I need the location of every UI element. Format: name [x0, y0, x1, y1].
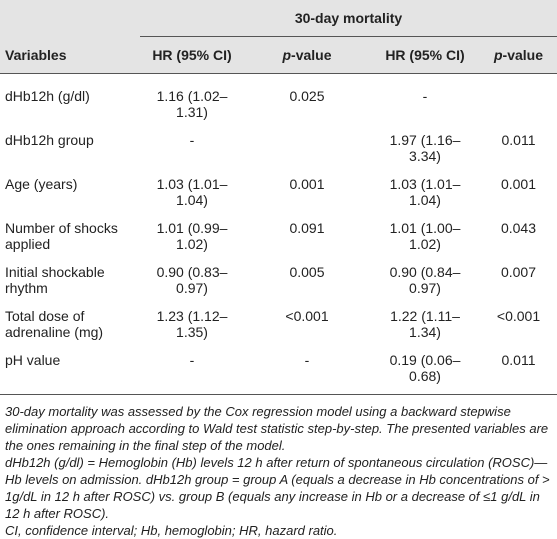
- table-header: 30-day mortality Variables HR (95% CI) p-v…: [0, 0, 557, 74]
- table-cell: <0.001: [496, 308, 541, 324]
- table-cell: 0.001: [500, 176, 537, 192]
- table-cell: 1.97 (1.16–3.34): [389, 132, 461, 164]
- table-row: Number of shocks applied 1.01 (0.99–1.02)…: [0, 214, 557, 258]
- header-gap: [0, 0, 140, 37]
- table-cell: [480, 74, 557, 127]
- table-body: dHb12h (g/dl) 1.16 (1.02–1.31) 0.025- dHb12…: [0, 74, 557, 395]
- table-cell: 0.90 (0.84–0.97): [389, 264, 461, 296]
- column-header: HR (95% CI): [370, 36, 480, 74]
- table-cell: 0.005: [289, 264, 325, 280]
- table-cell: 0.007: [500, 264, 537, 280]
- column-header: p-value: [244, 36, 370, 74]
- table-row: Total dose of adrenaline (mg) 1.23 (1.12–…: [0, 302, 557, 346]
- column-header: HR (95% CI): [140, 36, 244, 74]
- table-row: pH value - -0.19 (0.06–0.68) 0.011: [0, 346, 557, 395]
- table-row: Age (years) 1.03 (1.01–1.04) 0.001 1.03 (1.…: [0, 170, 557, 214]
- row-label: Total dose of adrenaline (mg): [5, 308, 104, 340]
- column-header-text: -value: [291, 47, 332, 63]
- table-cell: 0.011: [480, 346, 557, 395]
- row-label: pH value: [0, 346, 140, 395]
- table-cell: -: [189, 132, 195, 148]
- table-cell: 0.043: [500, 220, 537, 236]
- table-cell: 0.001: [289, 176, 325, 192]
- table-cell: 0.025: [289, 88, 325, 104]
- column-header: p-value: [480, 36, 557, 74]
- footnote: 30-day mortality was assessed by the Cox…: [5, 404, 549, 453]
- results-table: 30-day mortality Variables HR (95% CI) p-v…: [0, 0, 557, 395]
- column-header-italic: p: [493, 47, 503, 63]
- column-header-text: -value: [502, 47, 544, 63]
- table-cell: 1.03 (1.01–1.04): [389, 176, 461, 208]
- footnote: dHb12h (g/dl) = Hemoglobin (Hb) levels 1…: [5, 455, 550, 521]
- table-cell: [244, 126, 370, 170]
- group-header: 30-day mortality: [140, 0, 557, 37]
- group-header-text: 30-day mortality: [294, 10, 403, 26]
- row-label: dHb12h group: [5, 132, 94, 148]
- table-cell: 0.091: [289, 220, 325, 236]
- table-cell: 1.03 (1.01–1.04): [156, 176, 228, 208]
- column-header: Variables: [0, 36, 140, 74]
- table-row: Initial shockable rhythm 0.90 (0.83–0.97)…: [0, 258, 557, 302]
- table-cell: 0.19 (0.06–0.68): [370, 346, 480, 395]
- row-label: Age (years): [5, 176, 78, 192]
- row-label: dHb12h (g/dl): [5, 88, 90, 104]
- header-row: 30-day mortality: [0, 0, 557, 37]
- table-cell: 1.01 (0.99–1.02): [156, 220, 228, 252]
- row-label: Number of shocks applied: [5, 220, 118, 252]
- footnote: CI, confidence interval; Hb, hemoglobin;…: [5, 523, 338, 538]
- table-row: dHb12h (g/dl) 1.16 (1.02–1.31) 0.025 -: [0, 74, 557, 127]
- table-cell: 1.23 (1.12–1.35): [156, 308, 228, 340]
- column-header-italic: p: [282, 47, 292, 63]
- table-cell: -: [422, 88, 428, 104]
- table-cell: -: [244, 346, 370, 395]
- header-row: Variables HR (95% CI) p-value HR (95% CI) p-…: [0, 36, 557, 74]
- table-cell: 0.011: [501, 132, 536, 148]
- row-label: Initial shockable rhythm: [5, 264, 105, 296]
- footnotes: 30-day mortality was assessed by the Cox…: [0, 395, 557, 539]
- table-cell: -: [140, 346, 244, 395]
- table-cell: <0.001: [285, 308, 329, 324]
- table-cell: 1.16 (1.02–1.31): [156, 88, 228, 120]
- table-row: dHb12h group - 1.97 (1.16–3.34) 0.011: [0, 126, 557, 170]
- table-cell: 1.22 (1.11–1.34): [390, 308, 460, 340]
- table-cell: 0.90 (0.83–0.97): [156, 264, 228, 296]
- table-cell: 1.01 (1.00–1.02): [389, 220, 461, 252]
